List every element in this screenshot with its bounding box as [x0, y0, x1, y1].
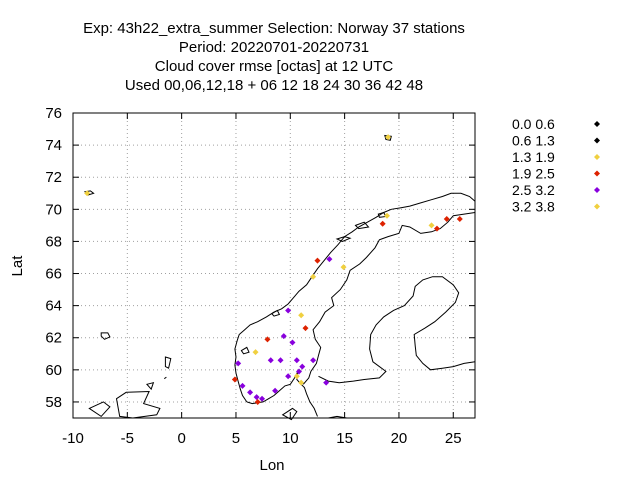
station-point — [277, 357, 284, 364]
title-line-2: Period: 20220701-20220731 — [179, 39, 369, 56]
y-tick-label: 64 — [45, 298, 62, 315]
station-point — [293, 373, 300, 380]
legend-marker — [594, 121, 600, 127]
legend-marker — [594, 137, 600, 144]
x-tick-label: 0 — [177, 430, 185, 447]
station-point — [340, 264, 347, 271]
legend-label: 1.9 2.5 — [512, 166, 555, 182]
station-point — [280, 333, 287, 340]
title-line-1: Exp: 43h22_extra_summer Selection: Norwa… — [83, 20, 465, 37]
x-tick-label: -10 — [62, 430, 84, 447]
station-point — [289, 339, 296, 346]
legend-label: 0.6 1.3 — [512, 133, 555, 149]
station-point — [326, 256, 333, 263]
x-axis: -10 -5 0 5 10 15 20 25 — [62, 113, 462, 447]
station-point — [254, 398, 261, 405]
y-tick-label: 66 — [45, 266, 62, 283]
legend-label: 2.5 3.2 — [512, 182, 555, 198]
y-tick-label: 68 — [45, 233, 62, 250]
station-point — [84, 190, 91, 197]
y-tick-label: 76 — [45, 105, 62, 122]
grid — [73, 113, 475, 418]
station-point — [310, 273, 317, 280]
station-point — [385, 134, 392, 141]
x-tick-label: 20 — [391, 430, 408, 447]
station-point — [299, 363, 306, 370]
y-tick-label: 72 — [45, 169, 62, 186]
station-point — [383, 212, 390, 219]
island — [240, 346, 250, 355]
legend-label: 0.0 0.6 — [512, 116, 555, 132]
island — [354, 221, 370, 230]
station-point — [295, 368, 302, 375]
station-point — [231, 376, 238, 383]
y-tick-label: 74 — [45, 137, 62, 154]
coastline-segment — [246, 371, 318, 417]
coastline — [83, 134, 476, 421]
y-tick-label: 60 — [45, 362, 62, 379]
legend-marker — [594, 154, 600, 160]
title-line-3: Cloud cover rmse [octas] at 12 UTC — [155, 58, 394, 75]
station-point — [379, 220, 386, 227]
legend-marker — [594, 187, 600, 193]
station-point — [433, 225, 440, 232]
station-point — [272, 387, 279, 394]
station-point — [298, 379, 305, 386]
island — [145, 381, 155, 391]
data-points — [84, 134, 463, 405]
station-point — [443, 215, 450, 222]
y-axis: 58 60 62 64 66 68 70 72 74 76 — [45, 105, 475, 411]
station-point — [314, 257, 321, 264]
x-tick-label: 15 — [336, 430, 353, 447]
island — [164, 356, 172, 369]
station-point — [252, 349, 259, 356]
x-tick-label: -5 — [121, 430, 134, 447]
station-point — [293, 357, 300, 364]
legend-marker — [594, 203, 600, 210]
island — [163, 376, 167, 380]
title-line-4: Used 00,06,12,18 + 06 12 18 24 30 36 42 … — [125, 77, 423, 94]
station-point — [310, 357, 317, 364]
island — [100, 332, 111, 340]
station-point — [285, 373, 292, 380]
legend-label: 3.2 3.8 — [512, 199, 555, 215]
coastline-segment — [302, 212, 476, 385]
station-point — [298, 312, 305, 319]
station-point — [302, 325, 309, 332]
station-point — [264, 336, 271, 343]
station-point — [235, 360, 242, 367]
station-point — [323, 379, 330, 386]
y-tick-label: 70 — [45, 201, 62, 218]
station-point — [456, 215, 463, 222]
island — [335, 236, 352, 242]
island — [271, 309, 281, 317]
coastline-segment — [318, 276, 476, 384]
legend-label: 1.3 1.9 — [512, 149, 555, 165]
station-point — [239, 382, 246, 389]
x-tick-label: 10 — [282, 430, 299, 447]
plot-frame — [72, 112, 476, 419]
chart-title: Exp: 43h22_extra_summer Selection: Norwa… — [83, 20, 465, 94]
legend: 0.0 0.60.6 1.31.3 1.91.9 2.52.5 3.23.2 3… — [512, 116, 600, 215]
station-point — [253, 394, 260, 401]
station-point — [259, 395, 266, 402]
y-axis-label: Lat — [9, 255, 26, 277]
y-tick-label: 62 — [45, 330, 62, 347]
legend-marker — [594, 170, 600, 177]
x-tick-label: 25 — [445, 430, 462, 447]
station-point — [428, 222, 435, 229]
station-point — [267, 357, 274, 364]
x-axis-label: Lon — [259, 457, 284, 474]
x-tick-label: 5 — [232, 430, 240, 447]
coastline-segment — [234, 192, 476, 403]
y-tick-label: 58 — [45, 394, 62, 411]
island — [88, 401, 111, 418]
station-point — [285, 307, 292, 314]
station-point — [247, 389, 254, 396]
island — [115, 390, 161, 419]
